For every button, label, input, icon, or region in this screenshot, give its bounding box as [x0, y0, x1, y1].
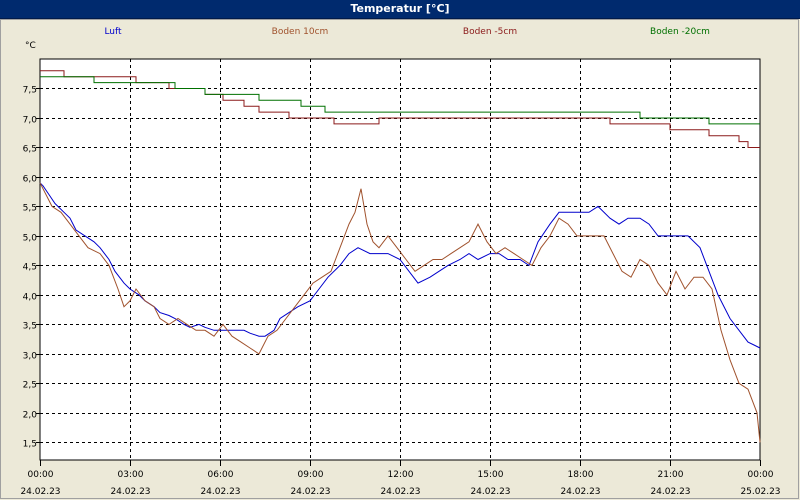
x-tick-date-label: 24.02.23: [200, 487, 240, 497]
y-tick-label: 2,0: [23, 411, 38, 421]
temperature-line-chart: Luft Boden 10cm Boden -5cm Boden -20cm °C 1…: [0, 19, 799, 499]
y-tick-label: 1,5: [23, 440, 37, 450]
x-tick-time-label: 00:00: [28, 470, 54, 480]
x-tick-date-label: 24.02.23: [380, 487, 420, 497]
legend-entry: Boden 10cm: [272, 27, 329, 37]
legend-entry: Luft: [104, 27, 122, 37]
series-line-4: [40, 76, 760, 125]
x-tick-date-label: 24.02.23: [290, 487, 330, 497]
x-axis: 00:00 24.02.23 03:00 24.02.23 06:00 24.02.23 0…: [20, 460, 781, 497]
y-tick-label: 5,5: [23, 204, 37, 214]
y-tick-label: 6,0: [23, 175, 38, 185]
x-tick-date-label: 24.02.23: [110, 487, 150, 497]
y-tick-label: 6,5: [23, 145, 37, 155]
x-tick-time-label: 06:00: [208, 470, 234, 480]
legend: Luft Boden 10cm Boden -5cm Boden -20cm: [104, 27, 710, 37]
y-tick-label: 5,0: [23, 234, 38, 244]
title-bar: Temperatur [°C]: [0, 0, 800, 19]
y-tick-label: 7,0: [23, 116, 38, 126]
y-tick-label: 3,5: [23, 322, 37, 332]
x-tick-time-label: 03:00: [118, 470, 144, 480]
x-tick-date-label: 24.02.23: [650, 487, 690, 497]
x-tick-date-label: 24.02.23: [470, 487, 510, 497]
series-line-2: [39, 182, 761, 443]
y-tick-label: 4,0: [23, 293, 38, 303]
x-tick-date-label: 25.02.23: [740, 487, 780, 497]
x-tick-time-label: 00:00: [748, 470, 774, 480]
y-tick-label: 3,0: [23, 352, 38, 362]
y-tick-label: 7,5: [23, 86, 37, 96]
y-tick-label: 2,5: [23, 381, 37, 391]
window-title: Temperatur [°C]: [350, 2, 450, 15]
x-tick-time-label: 12:00: [388, 470, 414, 480]
x-tick-time-label: 15:00: [478, 470, 504, 480]
x-tick-time-label: 18:00: [568, 470, 594, 480]
legend-entry: Boden -20cm: [650, 27, 710, 37]
y-tick-label: 4,5: [23, 263, 37, 273]
x-tick-date-label: 24.02.23: [20, 487, 60, 497]
x-tick-date-label: 24.02.23: [560, 487, 600, 497]
series-line-3: [40, 70, 760, 148]
x-tick-time-label: 21:00: [658, 470, 684, 480]
y-axis-unit-label: °C: [25, 41, 36, 51]
legend-entry: Boden -5cm: [463, 27, 517, 37]
x-tick-time-label: 09:00: [298, 470, 324, 480]
y-axis: 1,5 2,0 2,5 3,0 3,5 4,0 4,5 5,0 5,5 6,0 6,5 7,0 7,5: [23, 86, 40, 450]
series-group: [39, 70, 761, 443]
series-line-1: [39, 182, 761, 349]
